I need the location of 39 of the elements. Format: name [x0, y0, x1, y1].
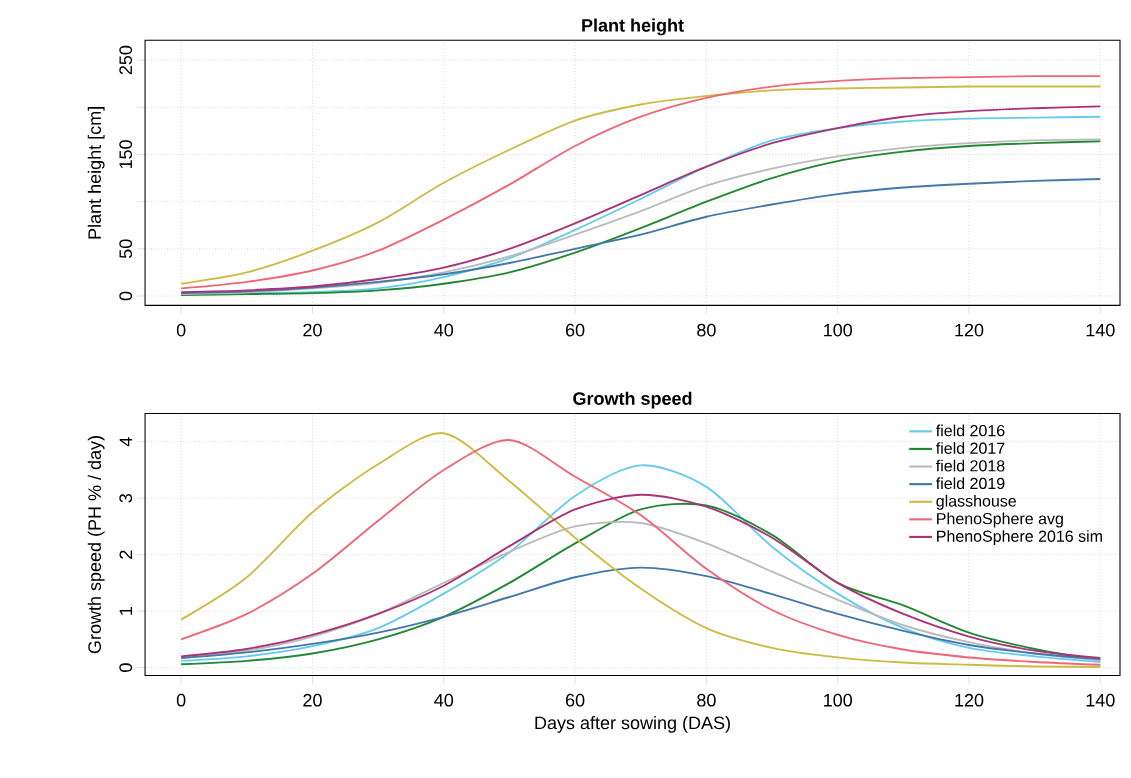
- line-series: [180, 178, 1102, 295]
- y-axis-title: Growth speed (PH % / day): [87, 436, 105, 654]
- chart-title: Growth speed: [573, 391, 692, 409]
- y-tick-label: 50: [119, 239, 133, 259]
- legend-label: glasshouse: [936, 495, 1017, 511]
- x-tick-label: 80: [697, 323, 716, 337]
- y-tick-label: 150: [119, 140, 133, 169]
- legend-label: PhenoSphere avg: [937, 512, 1063, 528]
- x-tick-label: 140: [1086, 694, 1115, 707]
- legend-label: field 2016: [936, 424, 1005, 437]
- x-tick-label: 120: [955, 323, 984, 337]
- legend-label: field 2019: [936, 477, 1005, 490]
- x-tick-label: 40: [434, 323, 454, 337]
- x-tick-label: 20: [303, 323, 322, 337]
- x-tick-label: 0: [176, 323, 186, 337]
- legend-label: field 2018: [936, 459, 1005, 472]
- x-tick-label: 60: [565, 323, 585, 337]
- x-tick-label: 120: [955, 694, 984, 707]
- x-tick-label: 100: [824, 323, 852, 337]
- y-tick-label: 3: [119, 494, 133, 503]
- x-tick-label: 20: [303, 694, 322, 707]
- legend-label: PhenoSphere 2016 sim: [937, 530, 1102, 546]
- y-tick-label: 4: [119, 437, 133, 447]
- x-tick-label: 140: [1086, 323, 1115, 337]
- x-tick-label: 100: [824, 694, 852, 707]
- x-tick-label: 40: [434, 694, 454, 707]
- y-tick-label: 0: [119, 663, 133, 673]
- y-axis-title: Plant height [cm]: [87, 107, 105, 239]
- y-tick-label: 1: [119, 607, 133, 615]
- y-tick-label: 0: [119, 291, 133, 301]
- line-series: [180, 566, 1102, 661]
- y-tick-label: 250: [119, 46, 133, 75]
- y-tick-label: 2: [119, 550, 133, 559]
- x-tick-label: 60: [565, 694, 585, 707]
- chart-title: Plant height: [582, 18, 684, 36]
- x-tick-label: 0: [176, 694, 186, 707]
- x-tick-label: 80: [697, 694, 716, 707]
- x-axis-title: Days after sowing (DAS): [535, 716, 730, 734]
- legend-label: field 2017: [936, 442, 1005, 455]
